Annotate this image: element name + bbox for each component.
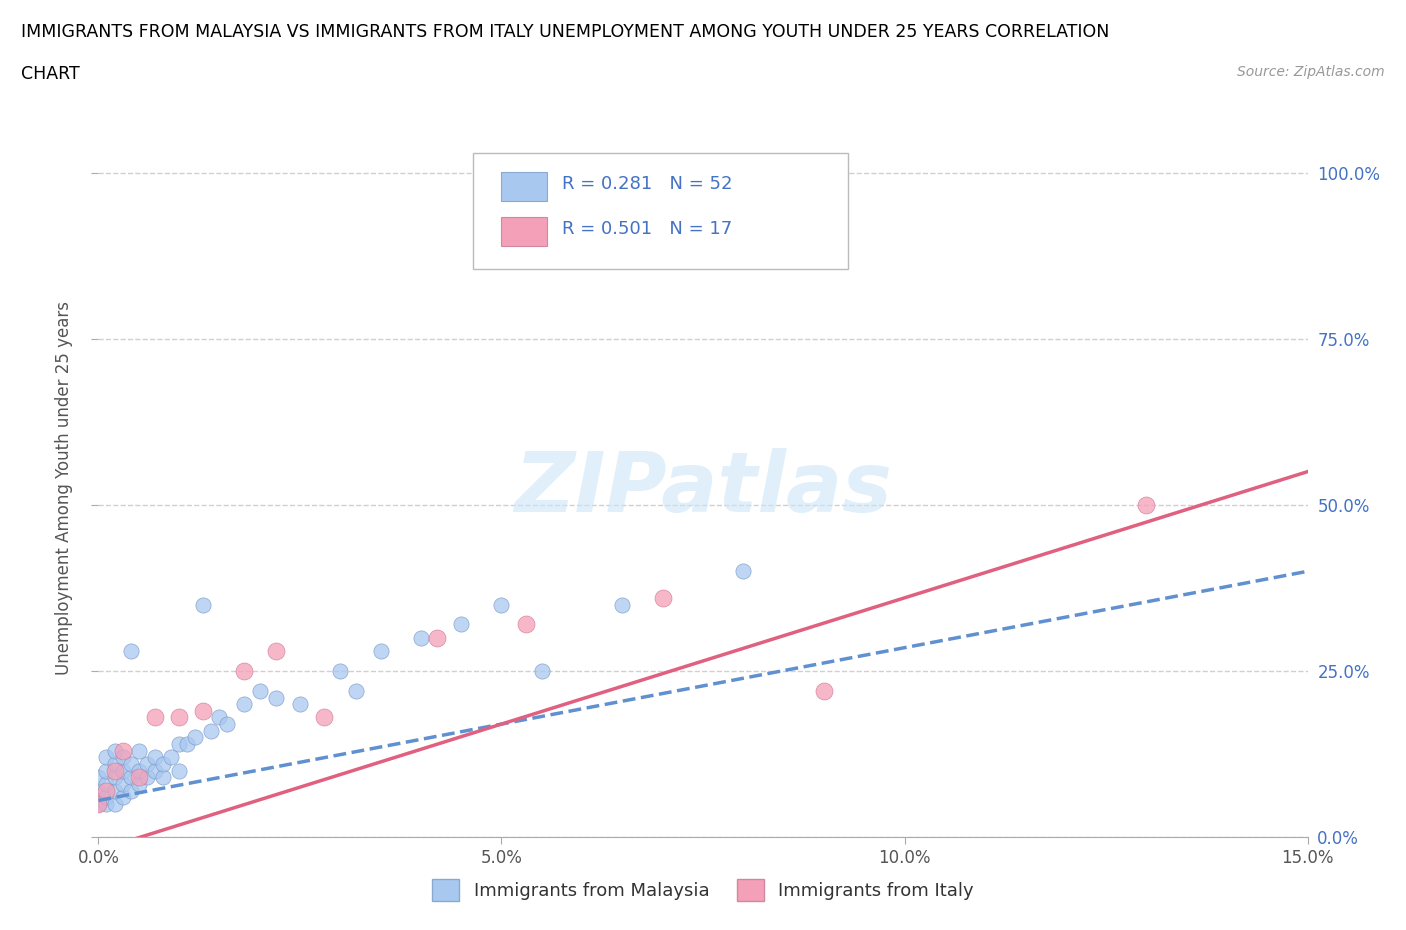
Point	[143, 764, 166, 778]
Point	[160, 750, 183, 764]
Point	[103, 743, 125, 758]
Point	[167, 710, 190, 724]
Point	[184, 730, 207, 745]
Point	[450, 617, 472, 631]
Point	[120, 644, 142, 658]
Point	[152, 770, 174, 785]
Text: R = 0.281   N = 52: R = 0.281 N = 52	[561, 175, 733, 193]
Point	[176, 737, 198, 751]
Bar	[501, 172, 547, 201]
Bar	[501, 217, 547, 246]
Point	[167, 737, 190, 751]
Point	[208, 710, 231, 724]
Point	[200, 724, 222, 738]
Point	[96, 777, 118, 791]
Point	[87, 796, 110, 811]
Point	[111, 777, 134, 791]
Point	[651, 591, 673, 605]
Point	[111, 790, 134, 804]
Point	[96, 764, 118, 778]
Text: IMMIGRANTS FROM MALAYSIA VS IMMIGRANTS FROM ITALY UNEMPLOYMENT AMONG YOUTH UNDER: IMMIGRANTS FROM MALAYSIA VS IMMIGRANTS F…	[21, 23, 1109, 41]
Point	[103, 764, 125, 778]
Legend: Immigrants from Malaysia, Immigrants from Italy: Immigrants from Malaysia, Immigrants fro…	[425, 871, 981, 909]
Point	[264, 690, 287, 705]
Point	[409, 631, 432, 645]
Point	[249, 684, 271, 698]
Point	[143, 710, 166, 724]
Text: CHART: CHART	[21, 65, 80, 83]
Point	[426, 631, 449, 645]
Point	[1135, 498, 1157, 512]
Point	[232, 663, 254, 678]
Point	[103, 796, 125, 811]
Point	[530, 663, 553, 678]
Text: Source: ZipAtlas.com: Source: ZipAtlas.com	[1237, 65, 1385, 79]
Point	[120, 770, 142, 785]
Point	[797, 166, 820, 180]
Point	[128, 743, 150, 758]
Point	[87, 783, 110, 798]
Point	[612, 597, 634, 612]
Point	[128, 764, 150, 778]
Point	[87, 796, 110, 811]
Point	[128, 777, 150, 791]
Point	[152, 756, 174, 771]
Point	[167, 764, 190, 778]
Point	[491, 597, 513, 612]
FancyBboxPatch shape	[474, 153, 848, 269]
Point	[143, 750, 166, 764]
Point	[120, 783, 142, 798]
Point	[135, 756, 157, 771]
Point	[103, 783, 125, 798]
Point	[264, 644, 287, 658]
Point	[193, 703, 215, 718]
Point	[120, 756, 142, 771]
Text: R = 0.501   N = 17: R = 0.501 N = 17	[561, 220, 731, 238]
Point	[288, 697, 311, 711]
Point	[96, 783, 118, 798]
Point	[314, 710, 336, 724]
Point	[96, 796, 118, 811]
Point	[515, 617, 537, 631]
Point	[370, 644, 392, 658]
Point	[111, 764, 134, 778]
Y-axis label: Unemployment Among Youth under 25 years: Unemployment Among Youth under 25 years	[55, 301, 73, 675]
Point	[344, 684, 367, 698]
Point	[329, 663, 352, 678]
Point	[103, 756, 125, 771]
Text: ZIPatlas: ZIPatlas	[515, 447, 891, 529]
Point	[193, 597, 215, 612]
Point	[135, 770, 157, 785]
Point	[103, 770, 125, 785]
Point	[232, 697, 254, 711]
Point	[96, 790, 118, 804]
Point	[111, 750, 134, 764]
Point	[733, 564, 755, 578]
Point	[96, 750, 118, 764]
Point	[217, 717, 239, 732]
Point	[87, 770, 110, 785]
Point	[813, 684, 835, 698]
Point	[128, 770, 150, 785]
Point	[111, 743, 134, 758]
